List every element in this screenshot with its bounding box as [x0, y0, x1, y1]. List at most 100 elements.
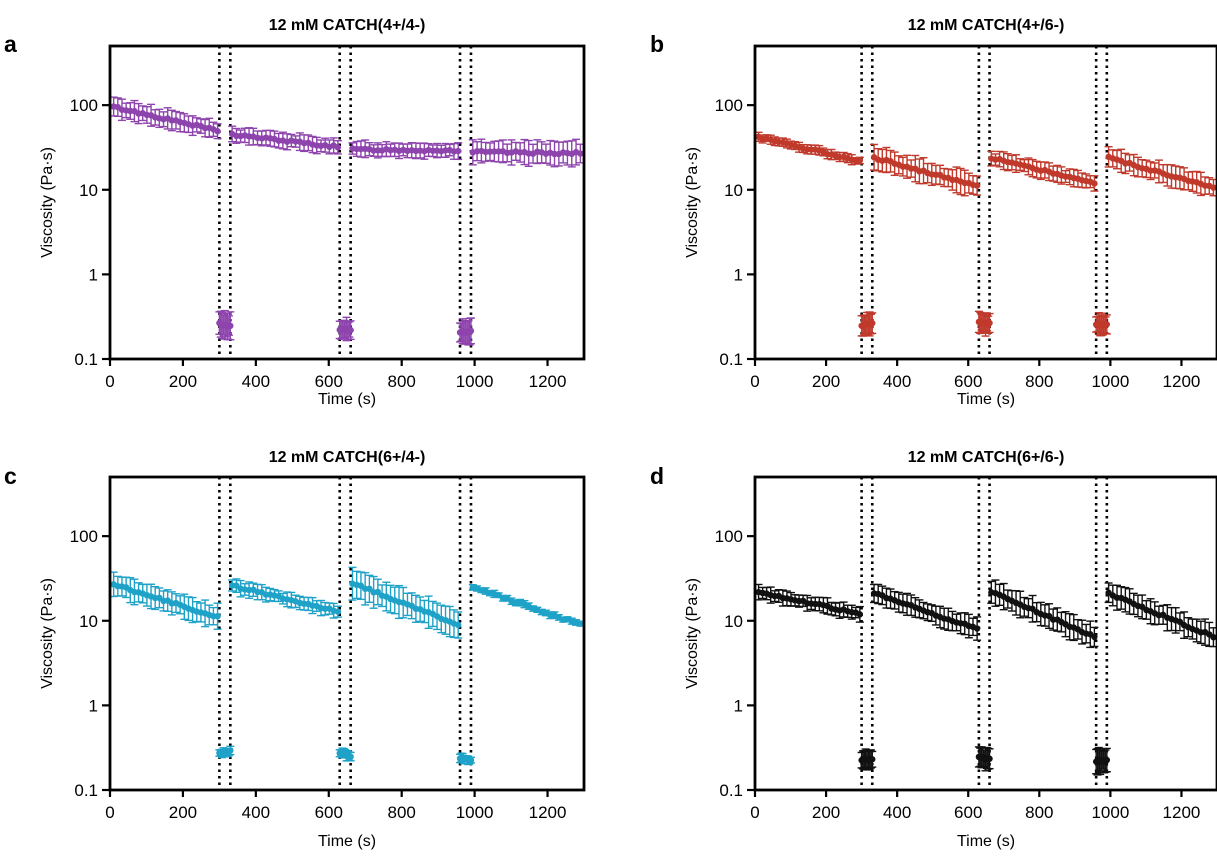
- data-point: [334, 144, 342, 151]
- panel-c: c 12 mM CATCH(6+/4-) 0 200 400 600 800 1000 1200…: [4, 449, 586, 850]
- y-tick-label: 0.1: [719, 350, 743, 369]
- data-point: [986, 319, 993, 327]
- data-area: [110, 477, 584, 790]
- x-tick-label: 600: [954, 803, 982, 822]
- y-tick-label: 10: [79, 181, 98, 200]
- plot-frame: [108, 475, 586, 792]
- y-tick-label: 100: [70, 527, 98, 546]
- data-point: [227, 322, 234, 330]
- x-axis-label: Time (s): [318, 391, 376, 408]
- data-point: [986, 755, 993, 762]
- data-point: [856, 157, 864, 164]
- panel-letter: b: [650, 31, 664, 57]
- x-tick-label: 200: [169, 372, 197, 391]
- x-tick-label: 200: [169, 803, 197, 822]
- x-tick-label: 1000: [456, 372, 494, 391]
- x-tick-label: 1000: [1091, 372, 1129, 391]
- y-tick-label: 10: [724, 181, 743, 200]
- y-tick-label: 1: [734, 696, 743, 715]
- data-point: [1210, 184, 1217, 191]
- data-area: [110, 46, 584, 359]
- data-point: [869, 319, 876, 327]
- x-tick-label: 200: [812, 372, 840, 391]
- data-point: [227, 747, 234, 754]
- x-tick-label: 0: [105, 803, 114, 822]
- chart-title: 12 mM CATCH(4+/6-): [908, 17, 1065, 34]
- data-area: [755, 46, 1217, 359]
- x-tick-label: 1200: [1163, 803, 1201, 822]
- data-point: [374, 588, 382, 596]
- panel-b: b 12 mM CATCH(4+/6-) 0 200 400 600 800 1000 1200…: [650, 17, 1217, 408]
- data-point: [1091, 180, 1098, 187]
- x-tick-label: 400: [883, 372, 911, 391]
- x-tick-label: 600: [315, 803, 343, 822]
- data-point: [214, 613, 221, 620]
- data-point: [577, 150, 584, 157]
- x-tick-label: 0: [750, 372, 759, 391]
- panel-letter: c: [4, 463, 17, 489]
- data-area: [755, 477, 1217, 790]
- x-tick-label: 1200: [529, 803, 567, 822]
- data-point: [347, 753, 354, 760]
- x-tick-label: 1200: [1163, 372, 1201, 391]
- data-point: [467, 327, 475, 335]
- data-point: [973, 625, 981, 632]
- y-tick-label: 0.1: [74, 781, 98, 800]
- x-tick-label: 200: [812, 803, 840, 822]
- y-axis-label: Viscosity (Pa·s): [39, 147, 56, 258]
- x-tick-label: 1200: [529, 372, 567, 391]
- data-point: [467, 756, 475, 764]
- x-tick-label: 800: [388, 803, 416, 822]
- data-point: [1103, 321, 1111, 328]
- data-point: [334, 608, 342, 615]
- data-point: [455, 147, 462, 155]
- y-tick-label: 10: [79, 612, 98, 631]
- data-point: [1210, 634, 1217, 641]
- data-point: [577, 620, 584, 627]
- x-tick-label: 400: [883, 803, 911, 822]
- data-point: [1091, 633, 1098, 641]
- y-tick-label: 10: [724, 612, 743, 631]
- data-point: [869, 756, 876, 763]
- chart-title: 12 mM CATCH(6+/4-): [269, 449, 426, 466]
- panel-a: a 12 mM CATCH(4+/4-) 0 200 400 600 800 1000 1200…: [4, 17, 586, 408]
- panel-d: d 12 mM CATCH(6+/6-) 0 200 400 600 800 1000 1200…: [650, 449, 1217, 850]
- data-point: [347, 326, 354, 334]
- panel-letter: d: [650, 463, 664, 489]
- x-tick-label: 800: [388, 372, 416, 391]
- y-axis-label: Viscosity (Pa·s): [684, 578, 701, 689]
- y-axis-label: Viscosity (Pa·s): [684, 147, 701, 258]
- x-tick-label: 400: [242, 372, 270, 391]
- x-tick-label: 800: [1025, 372, 1053, 391]
- y-tick-label: 100: [715, 527, 743, 546]
- plot-frame: [753, 44, 1217, 361]
- y-tick-label: 1: [89, 696, 98, 715]
- x-tick-label: 0: [105, 372, 114, 391]
- data-point: [973, 182, 981, 189]
- y-tick-label: 0.1: [719, 781, 743, 800]
- x-tick-label: 1000: [456, 803, 494, 822]
- x-tick-label: 0: [750, 803, 759, 822]
- x-tick-label: 600: [954, 372, 982, 391]
- plot-frame: [753, 475, 1217, 792]
- y-tick-label: 1: [734, 265, 743, 284]
- data-point: [1103, 756, 1111, 764]
- data-point: [455, 621, 462, 629]
- x-tick-label: 400: [242, 803, 270, 822]
- y-tick-label: 1: [89, 265, 98, 284]
- data-point: [366, 585, 373, 593]
- plot-frame: [108, 44, 586, 361]
- x-tick-label: 800: [1025, 803, 1053, 822]
- data-point: [214, 128, 221, 135]
- y-tick-label: 100: [715, 96, 743, 115]
- chart-title: 12 mM CATCH(6+/6-): [908, 449, 1065, 466]
- data-point: [856, 611, 864, 618]
- x-axis-label: Time (s): [957, 391, 1015, 408]
- y-tick-label: 100: [70, 96, 98, 115]
- y-axis-label: Viscosity (Pa·s): [39, 578, 56, 689]
- x-tick-label: 1000: [1091, 803, 1129, 822]
- x-tick-label: 600: [315, 372, 343, 391]
- x-axis-label: Time (s): [957, 833, 1015, 850]
- x-axis-label: Time (s): [318, 833, 376, 850]
